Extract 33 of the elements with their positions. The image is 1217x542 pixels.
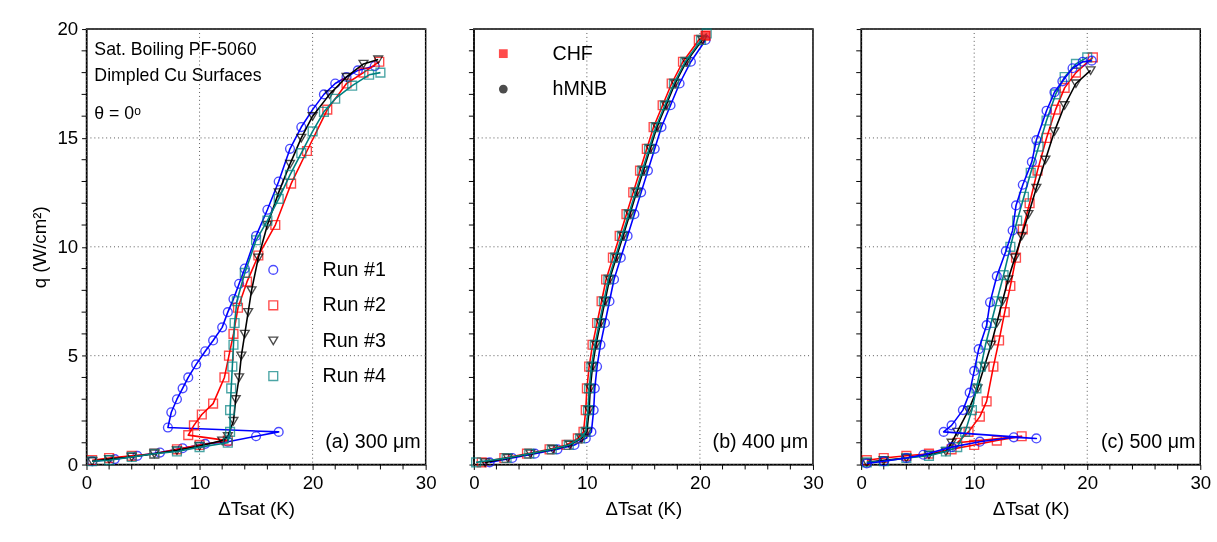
y-tick-label: 15 [57, 127, 79, 149]
x-tick-label: 10 [964, 471, 986, 493]
legend-label: Run #1 [322, 257, 386, 280]
annotation: (a) 300 μm [325, 429, 421, 452]
legend-label: CHF [552, 41, 593, 64]
y-tick-label: 5 [67, 345, 79, 367]
legend-label: hMNB [552, 76, 608, 99]
y-axis-title: q (W/cm²) [28, 206, 50, 289]
x-tick-label: 30 [415, 471, 437, 493]
legend-label: Run #3 [322, 328, 386, 351]
annotation: θ = 0ᵒ [94, 102, 142, 123]
x-tick-label: 0 [856, 471, 867, 493]
x-tick-label: 10 [576, 471, 598, 493]
x-tick-label: 0 [81, 471, 93, 493]
y-tick-label: 10 [57, 236, 79, 258]
x-tick-label: 0 [469, 471, 480, 493]
x-axis-title: ΔTsat (K) [218, 498, 295, 520]
annotation: (b) 400 μm [712, 429, 809, 452]
x-tick-label: 30 [803, 471, 824, 493]
x-tick-label: 20 [302, 471, 324, 493]
annotation: (c) 500 μm [1101, 429, 1196, 452]
x-axis-title: ΔTsat (K) [992, 498, 1070, 520]
x-tick-label: 10 [189, 471, 211, 493]
x-axis-title: ΔTsat (K) [605, 498, 683, 520]
legend-label: Run #4 [322, 363, 386, 386]
x-tick-label: 20 [690, 471, 711, 493]
legend-label: Run #2 [322, 293, 386, 316]
annotation: Dimpled Cu Surfaces [94, 65, 262, 86]
annotation: Sat. Boiling PF-5060 [94, 38, 257, 59]
x-tick-label: 30 [1190, 471, 1212, 493]
y-tick-label: 20 [57, 18, 79, 40]
x-tick-label: 20 [1077, 471, 1099, 493]
y-tick-label: 0 [67, 453, 79, 475]
